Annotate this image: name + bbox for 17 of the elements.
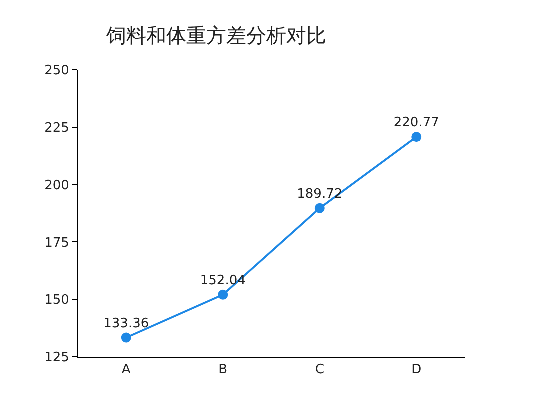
y-tick-label: 125 (44, 350, 70, 366)
point (121, 332, 132, 343)
point (218, 290, 228, 300)
point (314, 203, 325, 214)
data-label: 133.36 (104, 316, 150, 332)
data-label: 220.77 (394, 116, 440, 131)
x-tick-label: A (122, 362, 131, 378)
point (412, 132, 422, 142)
x-tick-label: C (315, 362, 324, 378)
x-tick-label: D (412, 362, 422, 378)
x-tick-label: B (218, 362, 228, 378)
y-tick-label: 175 (44, 236, 70, 251)
chart-title: 饲料和体重方差分析对比 (106, 24, 327, 48)
y-tick-label: 150 (44, 293, 70, 308)
y-tick-label: 250 (44, 64, 70, 79)
y-tick-label: 225 (44, 120, 70, 136)
y-tick-label: 200 (44, 178, 70, 194)
